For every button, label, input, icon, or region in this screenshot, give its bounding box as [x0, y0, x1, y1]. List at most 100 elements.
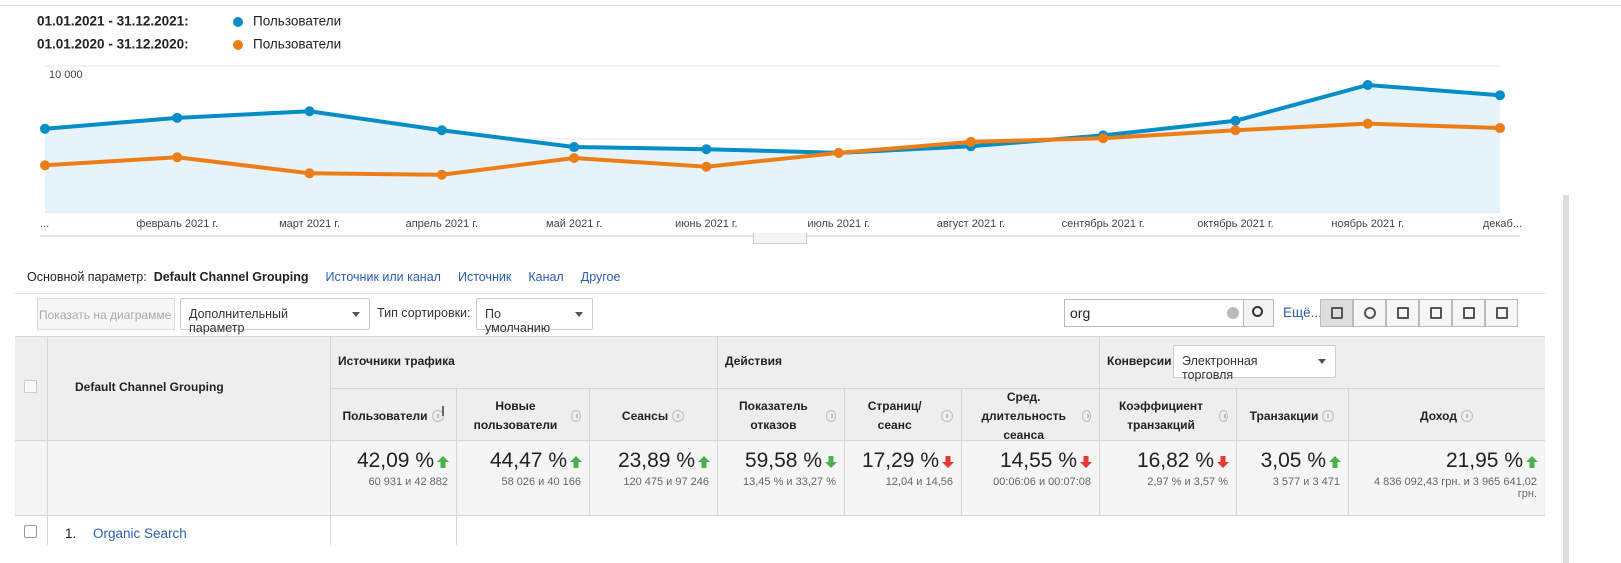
- data-point: [701, 144, 712, 155]
- column-name: Сред. длительность сеанса: [981, 389, 1066, 442]
- help-icon: [825, 410, 836, 422]
- dimension-link[interactable]: Другое: [580, 270, 621, 284]
- dimension-active: Default Channel Grouping: [153, 270, 309, 284]
- legend-name: Пользователи: [253, 37, 341, 52]
- column-name: Пользователи: [342, 408, 428, 423]
- series-area: [45, 84, 1500, 212]
- show-chart-button[interactable]: Показать на диаграмме: [37, 298, 175, 330]
- data-point: [701, 161, 712, 172]
- separator: [15, 293, 1545, 294]
- trend-arrow: [1526, 456, 1538, 468]
- total-value: 42,09 %: [356, 449, 434, 472]
- legend-period: 01.01.2020 - 31.12.2020:: [37, 37, 189, 52]
- trend-arrow-shape: [1080, 456, 1092, 468]
- trend-arrow-shape: [437, 456, 449, 468]
- data-point: [965, 136, 976, 147]
- help-icon: [1082, 410, 1091, 422]
- secondary-dimension[interactable]: Дополнительный параметр: [180, 298, 370, 335]
- help-icon: [1460, 410, 1473, 422]
- data-point: [569, 152, 580, 163]
- y-tick-label: 10 000: [49, 69, 83, 81]
- x-tick-label: октябрь 2021 г.: [1197, 218, 1274, 230]
- trend-arrow: [1329, 456, 1341, 468]
- search-input[interactable]: org: [1064, 299, 1244, 327]
- more-link[interactable]: Ещё...: [1283, 305, 1322, 320]
- select-all-checkbox[interactable]: [24, 380, 37, 393]
- dimension-link[interactable]: Источник: [457, 270, 512, 284]
- data-point: [40, 123, 50, 134]
- column-header[interactable]: Транзакции: [1244, 396, 1340, 436]
- x-tick-label: декаб...: [1483, 218, 1522, 230]
- view-button[interactable]: [1419, 299, 1452, 327]
- x-tick-label: ноябрь 2021 г.: [1331, 218, 1404, 230]
- x-tick-label: май 2021 г.: [546, 218, 602, 230]
- column-header[interactable]: Новые пользователи: [464, 396, 581, 436]
- data-point: [436, 169, 447, 180]
- column-header[interactable]: Коэффициент транзакций: [1107, 396, 1228, 436]
- row-name[interactable]: Organic Search: [93, 526, 187, 541]
- column-header[interactable]: Страниц/сеанс: [852, 396, 953, 436]
- cell-border: [1236, 388, 1237, 515]
- clear-icon[interactable]: [1227, 307, 1239, 319]
- data-point: [1230, 125, 1241, 136]
- view-icon: [1331, 307, 1343, 319]
- column-name: Доход: [1420, 408, 1457, 423]
- view-button[interactable]: [1320, 299, 1353, 327]
- x-tick-label: февраль 2021 г.: [136, 218, 218, 230]
- data-point: [40, 160, 50, 171]
- trend-arrow: [698, 456, 710, 468]
- total-value: 44,47 %: [489, 449, 567, 472]
- trend-arrow: [1217, 456, 1229, 468]
- trend-arrow: [825, 456, 837, 468]
- column-header[interactable]: Показатель отказов: [725, 396, 836, 436]
- trend-arrow-shape: [1217, 456, 1229, 468]
- x-tick-label: июнь 2021 г.: [675, 218, 738, 230]
- trend-arrow: [437, 456, 449, 468]
- column-header[interactable]: Доход: [1356, 396, 1537, 436]
- view-icon: [1463, 307, 1475, 319]
- total-detail: 60 931 и 42 882: [368, 476, 448, 488]
- group-header: Конверсии: [1107, 354, 1172, 368]
- view-button[interactable]: [1485, 299, 1518, 327]
- column-header[interactable]: Сеансы: [597, 396, 709, 436]
- dimension-link[interactable]: Канал: [528, 270, 564, 284]
- group-selector[interactable]: Электронная торговля: [1173, 345, 1336, 382]
- column-name: Страниц/сеанс: [867, 399, 922, 432]
- legend-period: 01.01.2021 - 31.12.2021:: [37, 14, 189, 29]
- cell-border: [961, 388, 962, 515]
- column-name: Показатель отказов: [739, 399, 808, 432]
- view-icon: [1496, 307, 1508, 319]
- dimension-bar: Основной параметр: Default Channel Groupi…: [27, 270, 620, 284]
- column-name: Новые пользователи: [473, 399, 558, 432]
- view-button[interactable]: [1386, 299, 1419, 327]
- help-icon: [941, 410, 953, 422]
- total-value: 16,82 %: [1136, 449, 1214, 472]
- row-checkbox[interactable]: [24, 525, 37, 538]
- data-point: [1495, 90, 1505, 101]
- view-button[interactable]: [1452, 299, 1485, 327]
- column-header[interactable]: Пользователи: [338, 396, 448, 436]
- dimension-link[interactable]: Источник или канал: [325, 270, 441, 284]
- column-header[interactable]: Сред. длительность сеанса: [969, 390, 1091, 442]
- trend-arrow-shape: [1526, 456, 1538, 468]
- x-tick-label: апрель 2021 г.: [406, 218, 478, 230]
- trend-arrow: [942, 456, 954, 468]
- cell-border: [1348, 388, 1349, 515]
- trend-arrow: [1080, 456, 1092, 468]
- total-value: 59,58 %: [744, 449, 822, 472]
- sort-dropdown[interactable]: По умолчанию: [476, 298, 593, 335]
- x-tick-label: август 2021 г.: [937, 218, 1005, 230]
- column-name: Транзакции: [1249, 408, 1319, 423]
- total-value: 21,95 %: [1445, 449, 1523, 472]
- cell-border: [15, 336, 1545, 337]
- collapse-tab[interactable]: [753, 233, 807, 244]
- search-icon: [1252, 306, 1263, 317]
- total-value: 23,89 %: [617, 449, 695, 472]
- data-point: [436, 125, 447, 136]
- scrollbar[interactable]: [1563, 195, 1569, 563]
- trend-arrow-shape: [698, 456, 710, 468]
- legend-dot: [233, 17, 243, 27]
- view-button[interactable]: [1353, 299, 1386, 327]
- total-detail: 13,45 % и 33,27 %: [743, 476, 836, 488]
- search-button[interactable]: [1243, 299, 1274, 327]
